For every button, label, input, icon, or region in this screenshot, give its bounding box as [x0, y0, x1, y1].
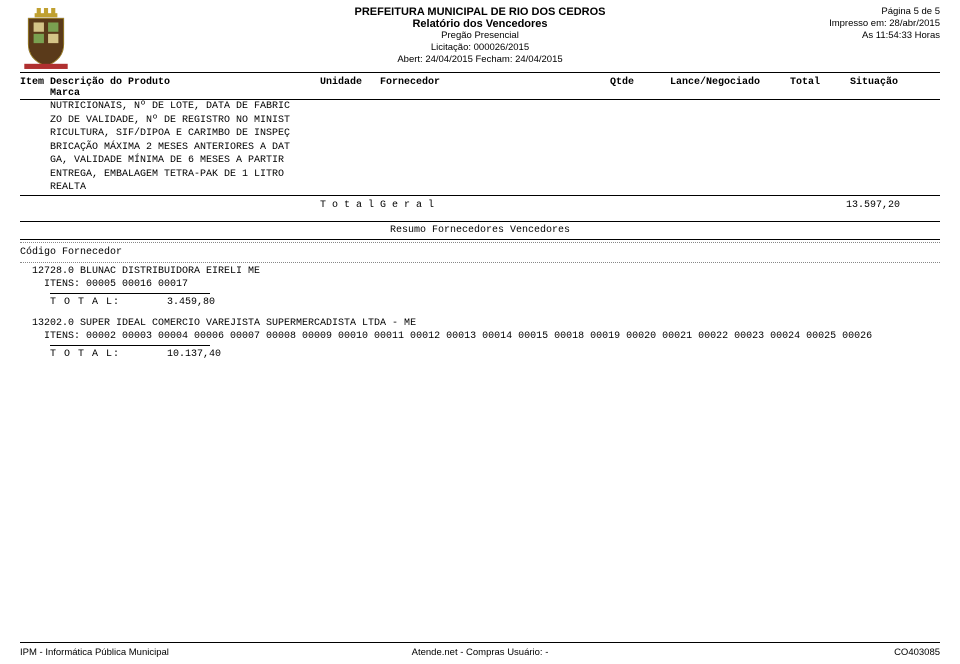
divider-dotted-2 — [20, 262, 940, 263]
column-headers: Item Descrição do Produto Unidade Fornec… — [20, 75, 940, 88]
desc-line: BRICAÇÃO MÁXIMA 2 MESES ANTERIORES A DAT — [50, 141, 940, 155]
divider-top — [20, 72, 940, 73]
total-geral-row: T o t a l G e r a l 13.597,20 — [20, 196, 940, 215]
report-footer: IPM - Informática Pública Municipal Aten… — [20, 640, 940, 658]
footer-right: CO403085 — [633, 647, 940, 658]
org-title: PREFEITURA MUNICIPAL DE RIO DOS CEDROS — [355, 6, 606, 18]
supplier-total-label: T O T A L: — [50, 349, 120, 360]
desc-line: RICULTURA, SIF/DIPOA E CARIMBO DE INSPEÇ — [50, 127, 940, 141]
col-forn: Fornecedor — [380, 77, 610, 88]
col-marca: Marca — [20, 88, 940, 99]
desc-line: NUTRICIONAIS, Nº DE LOTE, DATA DE FABRIC — [50, 100, 940, 114]
supplier-total-divider — [50, 345, 210, 346]
header-right: Página 5 de 5 Impresso em: 28/abr/2015 A… — [829, 6, 940, 42]
report-title: Relatório dos Vencedores — [355, 18, 606, 30]
col-qtde: Qtde — [610, 77, 670, 88]
desc-line: ZO DE VALIDADE, Nº DE REGISTRO NO MINIST — [50, 114, 940, 128]
col-unidade: Unidade — [320, 77, 380, 88]
page-root: PREFEITURA MUNICIPAL DE RIO DOS CEDROS R… — [0, 0, 960, 664]
printed-date: Impresso em: 28/abr/2015 — [829, 18, 940, 30]
report-header: PREFEITURA MUNICIPAL DE RIO DOS CEDROS R… — [20, 6, 940, 70]
spacer — [20, 309, 940, 317]
divider-dotted-1 — [20, 242, 940, 243]
col-lance: Lance/Negociado — [670, 77, 790, 88]
supplier-block-2: 13202.0 SUPER IDEAL COMERCIO VAREJISTA S… — [20, 317, 940, 362]
municipal-crest-icon — [20, 8, 72, 70]
footer-left: IPM - Informática Pública Municipal — [20, 647, 327, 658]
header-center: PREFEITURA MUNICIPAL DE RIO DOS CEDROS R… — [355, 6, 606, 66]
desc-line: GA, VALIDADE MÍNIMA DE 6 MESES A PARTIR — [50, 154, 940, 168]
total-geral-value: 13.597,20 — [846, 200, 940, 211]
footer-row: IPM - Informática Pública Municipal Aten… — [20, 645, 940, 658]
page-number: Página 5 de 5 — [829, 6, 940, 18]
supplier-total-row: T O T A L: 10.137,40 — [20, 348, 940, 362]
supplier-total-divider — [50, 293, 210, 294]
divider-resumo-top2 — [20, 239, 940, 240]
item-description-block: NUTRICIONAIS, Nº DE LOTE, DATA DE FABRIC… — [20, 100, 940, 195]
col-item: Item — [20, 77, 50, 88]
supplier-name: 13202.0 SUPER IDEAL COMERCIO VAREJISTA S… — [20, 317, 940, 330]
supplier-itens: ITENS: 00005 00016 00017 — [20, 278, 940, 291]
supplier-total-label: T O T A L: — [50, 297, 120, 308]
report-subtitle-1: Pregão Presencial — [355, 30, 606, 42]
supplier-total-value: 10.137,40 — [167, 349, 221, 360]
footer-divider — [20, 642, 940, 643]
supplier-block-1: 12728.0 BLUNAC DISTRIBUIDORA EIRELI ME I… — [20, 265, 940, 310]
resumo-title: Resumo Fornecedores Vencedores — [20, 222, 940, 239]
desc-line: ENTREGA, EMBALAGEM TETRA-PAK DE 1 LITRO — [50, 168, 940, 182]
report-subtitle-2: Licitação: 000026/2015 — [355, 42, 606, 54]
supplier-itens: ITENS: 00002 00003 00004 00006 00007 000… — [20, 330, 940, 343]
supplier-total-value: 3.459,80 — [167, 297, 215, 308]
total-geral-label: T o t a l G e r a l — [320, 200, 434, 211]
codigo-header: Código Fornecedor — [20, 245, 940, 260]
report-subtitle-3: Abert: 24/04/2015 Fecham: 24/04/2015 — [355, 54, 606, 66]
footer-center: Atende.net - Compras Usuário: - — [327, 647, 634, 658]
printed-time: As 11:54:33 Horas — [829, 30, 940, 42]
desc-line: REALTA — [50, 181, 940, 195]
supplier-total-row: T O T A L: 3.459,80 — [20, 296, 940, 310]
col-total: Total — [790, 77, 850, 88]
col-sit: Situação — [850, 77, 910, 88]
col-desc: Descrição do Produto — [50, 77, 320, 88]
supplier-name: 12728.0 BLUNAC DISTRIBUIDORA EIRELI ME — [20, 265, 940, 278]
